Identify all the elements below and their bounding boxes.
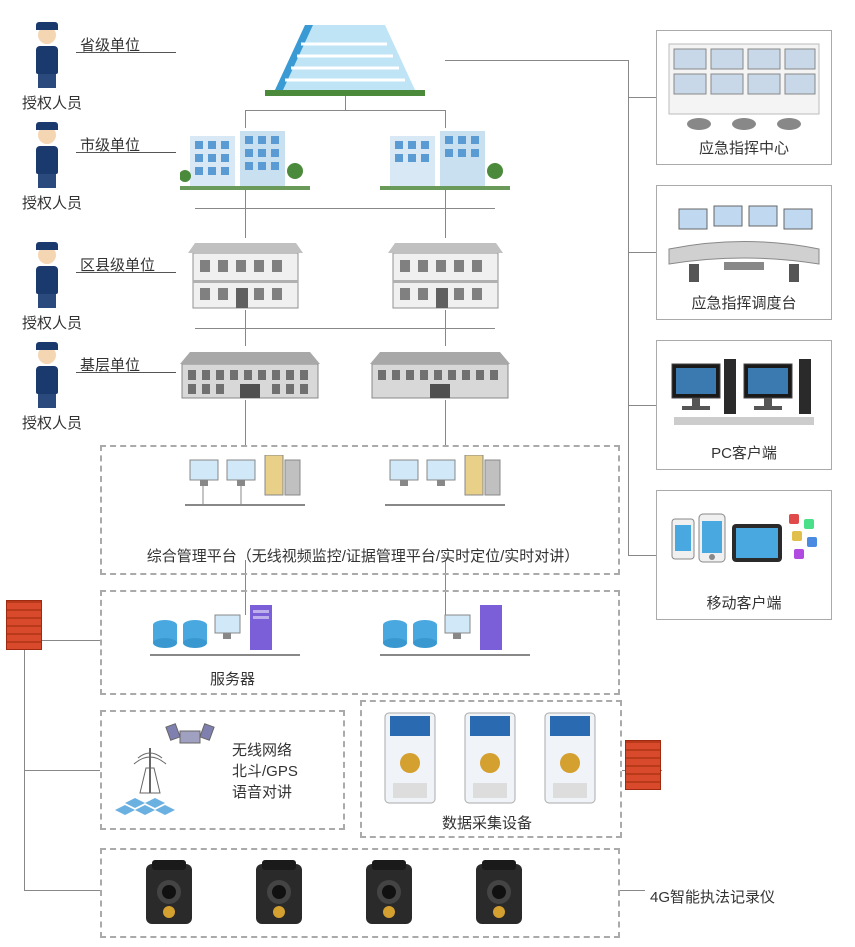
console-icon <box>664 194 824 289</box>
personnel-label-city: 授权人员 <box>22 192 82 213</box>
level-underline <box>76 372 176 373</box>
panel-dispatch-console: 应急指挥调度台 <box>656 185 832 320</box>
trunk-line <box>628 60 629 555</box>
server-label: 服务器 <box>210 668 255 689</box>
tree-line <box>245 328 246 346</box>
firewall-icon <box>6 600 42 650</box>
tree-line <box>195 328 495 329</box>
tree-line <box>445 208 446 238</box>
officer-icon <box>34 246 60 306</box>
branch-line <box>628 555 656 556</box>
branch-line <box>628 252 656 253</box>
bodycam-icon <box>140 856 198 935</box>
tree-line <box>245 110 445 111</box>
mobile-client-icon <box>664 499 824 589</box>
panel-label: PC客户端 <box>657 442 831 463</box>
tree-line <box>245 400 246 445</box>
panel-command-center: 应急指挥中心 <box>656 30 832 165</box>
county-building-icon <box>188 238 303 312</box>
tree-line <box>245 190 246 208</box>
level-underline <box>76 272 176 273</box>
personnel-label-province: 授权人员 <box>22 92 82 113</box>
tree-line <box>245 310 246 328</box>
county-building-icon <box>388 238 503 312</box>
firewall-icon <box>625 740 661 790</box>
city-building-icon <box>380 126 510 192</box>
tree-line <box>445 310 446 328</box>
data-device-label: 数据采集设备 <box>442 812 532 833</box>
recorder-line <box>620 890 645 891</box>
tree-line <box>445 328 446 346</box>
officer-icon <box>34 126 60 186</box>
bodycam-icon <box>250 856 308 935</box>
base-building-icon <box>180 346 320 402</box>
level-underline <box>76 52 176 53</box>
satellite-tower-icon <box>110 718 220 823</box>
server-cluster-icon <box>150 600 300 665</box>
panel-label: 移动客户端 <box>657 592 831 613</box>
recorder-label: 4G智能执法记录仪 <box>650 886 775 907</box>
pc-cluster-icon <box>185 455 305 525</box>
pc-client-icon <box>664 349 824 439</box>
bodycam-icon <box>360 856 418 935</box>
kiosk-icon <box>455 708 525 813</box>
officer-icon <box>34 346 60 406</box>
platform-label: 综合管理平台（无线视频监控/证据管理平台/实时定位/实时对讲） <box>118 545 608 566</box>
tree-line <box>445 400 446 445</box>
panel-label: 应急指挥中心 <box>657 137 831 158</box>
panel-mobile-client: 移动客户端 <box>656 490 832 620</box>
pc-cluster-icon <box>385 455 505 525</box>
base-building-icon <box>370 346 510 402</box>
panel-pc-client: PC客户端 <box>656 340 832 470</box>
fw-line <box>24 890 100 891</box>
tree-line <box>195 208 495 209</box>
level-underline <box>76 152 176 153</box>
hq-building-icon <box>265 10 425 105</box>
personnel-label-county: 授权人员 <box>22 312 82 333</box>
server-cluster-icon <box>380 600 530 665</box>
officer-icon <box>34 26 60 86</box>
tree-line <box>445 190 446 208</box>
branch-line <box>628 97 656 98</box>
kiosk-icon <box>375 708 445 813</box>
panel-label: 应急指挥调度台 <box>657 292 831 313</box>
tree-line <box>245 208 246 238</box>
trunk-line <box>445 60 628 61</box>
video-wall-icon <box>664 39 824 134</box>
city-building-icon <box>180 126 310 192</box>
wireless-label: 无线网络 北斗/GPS 语音对讲 <box>232 740 298 803</box>
kiosk-icon <box>535 708 605 813</box>
branch-line <box>628 405 656 406</box>
fw-line <box>24 770 100 771</box>
personnel-label-base: 授权人员 <box>22 412 82 433</box>
bodycam-icon <box>470 856 528 935</box>
